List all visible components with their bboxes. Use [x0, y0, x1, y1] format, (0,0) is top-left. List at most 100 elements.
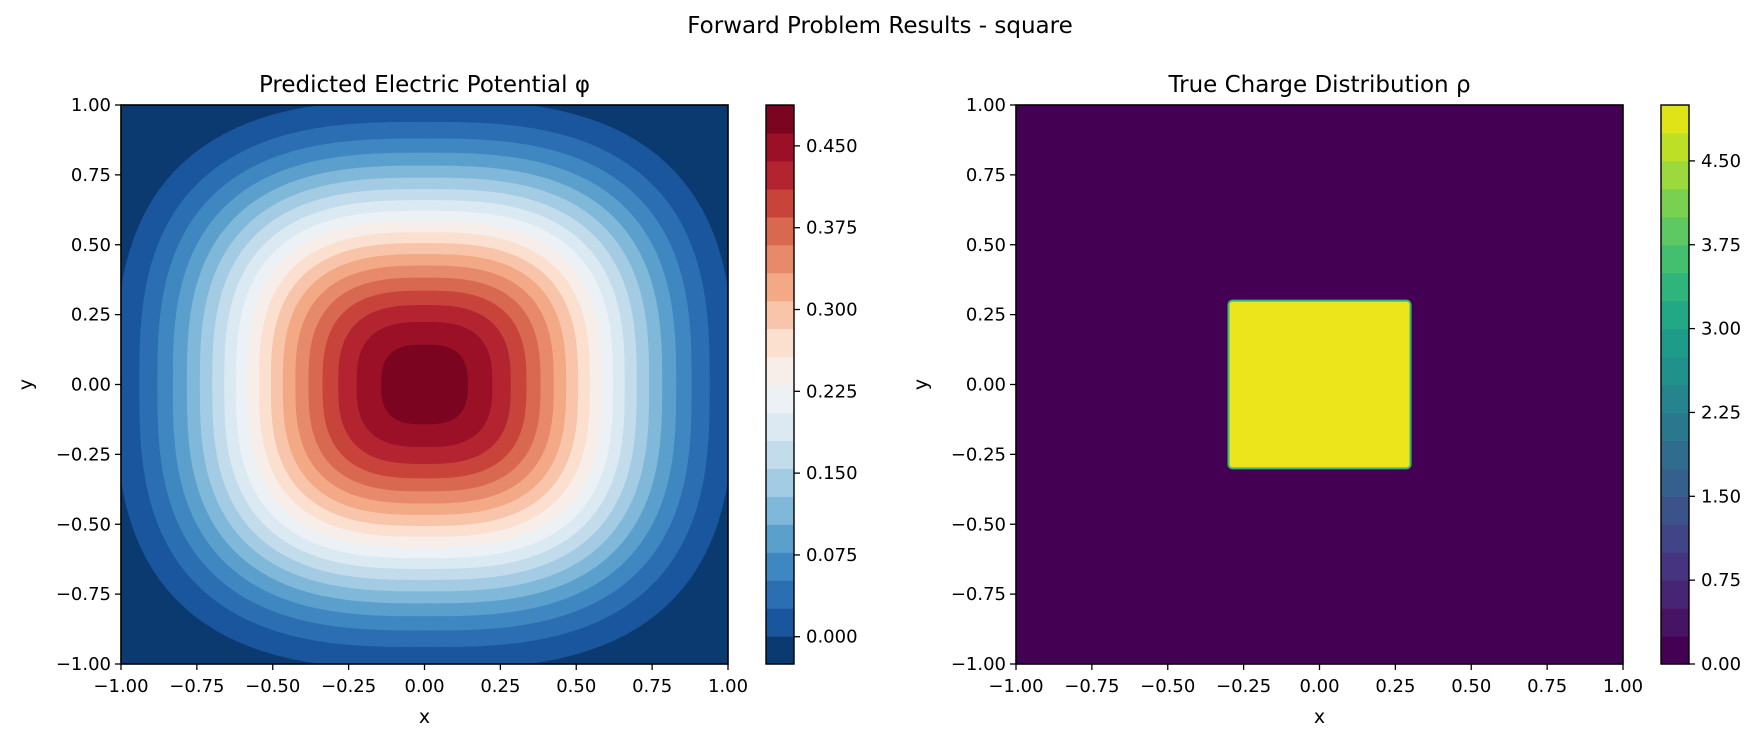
- x-tick-label: 0.75: [632, 676, 672, 697]
- colorbar-tick-label: 4.50: [1701, 151, 1741, 172]
- x-axis-label-potential: x: [419, 706, 430, 728]
- y-tick-label: −0.50: [56, 514, 111, 535]
- colorbar-tick-label: 3.75: [1701, 235, 1741, 256]
- colorbar-level-0: [1661, 636, 1689, 665]
- colorbar-frame-potential: [765, 104, 795, 665]
- y-tick-label: −0.75: [951, 584, 1006, 605]
- colorbar-level-3: [1661, 552, 1689, 581]
- colorbar-level-4: [766, 524, 794, 553]
- x-tick-label: −0.25: [1216, 676, 1271, 697]
- x-tick-label: 0.25: [480, 676, 520, 697]
- y-axis-ticks-potential: −1.00 −0.75 −0.50 −0.25 0.00 0.25 0.50 0.75 1.00: [56, 95, 121, 675]
- colorbar-level-14: [766, 244, 794, 274]
- colorbar-potential: [766, 105, 794, 665]
- colorbar-level-6: [766, 468, 794, 497]
- colorbar-level-10: [766, 356, 794, 386]
- x-tick-label: 1.00: [708, 676, 748, 697]
- chart-title-charge: True Charge Distribution ρ: [1167, 72, 1470, 98]
- y-tick-label: −0.25: [951, 444, 1006, 465]
- colorbar-level-4: [1661, 524, 1689, 553]
- y-tick-label: 0.50: [966, 235, 1006, 256]
- colorbar-level-2: [766, 580, 794, 609]
- colorbar-level-6: [1661, 468, 1689, 497]
- colorbar-tick-label: 0.75: [1701, 570, 1741, 591]
- colorbar-tick-label: 0.00: [1701, 654, 1741, 675]
- colorbar-level-11: [1661, 328, 1689, 358]
- colorbar-ticks-potential: 0.000 0.075 0.150 0.225 0.300 0.375 0.450: [794, 136, 858, 648]
- colorbar-charge: [1661, 105, 1689, 665]
- colorbar-level-8: [1661, 412, 1689, 441]
- colorbar-level-13: [1661, 272, 1689, 302]
- colorbar-tick-label: 0.000: [806, 627, 858, 648]
- x-tick-label: 0.50: [1451, 676, 1491, 697]
- colorbar-tick-label: 2.25: [1701, 402, 1741, 423]
- colorbar-level-17: [766, 160, 794, 190]
- y-tick-label: 0.25: [71, 305, 111, 326]
- x-axis-ticks-potential: −1.00 −0.75 −0.50 −0.25 0.00 0.25 0.50 0.75 1.00: [93, 664, 748, 697]
- colorbar-tick-label: 3.00: [1701, 319, 1741, 340]
- x-tick-label: 0.50: [556, 676, 596, 697]
- colorbar-tick-label: 1.50: [1701, 486, 1741, 507]
- colorbar-frame-charge: [1660, 104, 1690, 665]
- colorbar-level-16: [766, 188, 794, 218]
- y-tick-label: −0.50: [951, 514, 1006, 535]
- colorbar-level-16: [1661, 188, 1689, 218]
- contour-plot-potential: [121, 105, 728, 664]
- x-tick-label: −1.00: [988, 676, 1043, 697]
- x-tick-label: 0.00: [1299, 676, 1339, 697]
- colorbar-level-1: [766, 608, 794, 637]
- colorbar-level-15: [766, 216, 794, 246]
- colorbar-tick-label: 0.450: [806, 136, 858, 157]
- y-tick-label: 1.00: [71, 95, 111, 116]
- y-tick-label: 0.00: [71, 375, 111, 396]
- y-tick-label: 0.50: [71, 235, 111, 256]
- colorbar-ticks-charge: 0.00 0.75 1.50 2.25 3.00 3.75 4.50: [1689, 151, 1741, 675]
- colorbar-level-18: [1661, 132, 1689, 162]
- colorbar-level-13: [766, 272, 794, 302]
- colorbar-tick-label: 0.075: [806, 545, 858, 566]
- x-tick-label: −0.75: [1064, 676, 1119, 697]
- colorbar-level-10: [1661, 356, 1689, 386]
- x-tick-label: 0.75: [1527, 676, 1567, 697]
- y-tick-label: −1.00: [951, 654, 1006, 675]
- x-tick-label: −0.75: [169, 676, 224, 697]
- x-tick-label: 1.00: [1603, 676, 1643, 697]
- colorbar-level-9: [1661, 384, 1689, 414]
- y-tick-label: 0.75: [966, 165, 1006, 186]
- x-tick-label: 0.00: [404, 676, 444, 697]
- y-tick-label: 0.25: [966, 305, 1006, 326]
- y-axis-ticks-charge: −1.00 −0.75 −0.50 −0.25 0.00 0.25 0.50 0.75 1.00: [951, 95, 1016, 675]
- x-axis-label-charge: x: [1314, 706, 1325, 728]
- colorbar-level-2: [1661, 580, 1689, 609]
- colorbar-tick-label: 0.150: [806, 463, 858, 484]
- y-tick-label: −1.00: [56, 654, 111, 675]
- x-tick-label: −1.00: [93, 676, 148, 697]
- charge-square: [1227, 299, 1412, 470]
- colorbar-level-5: [1661, 496, 1689, 525]
- figure-suptitle: Forward Problem Results - square: [687, 13, 1072, 39]
- y-tick-label: 0.75: [71, 165, 111, 186]
- contour-plot-charge: [1016, 105, 1623, 664]
- chart-title-potential: Predicted Electric Potential φ: [259, 72, 590, 98]
- colorbar-level-12: [766, 300, 794, 330]
- colorbar-level-14: [1661, 244, 1689, 274]
- x-tick-label: −0.50: [245, 676, 300, 697]
- colorbar-level-0: [766, 636, 794, 665]
- colorbar-level-3: [766, 552, 794, 581]
- x-tick-label: −0.25: [321, 676, 376, 697]
- colorbar-level-17: [1661, 160, 1689, 190]
- x-tick-label: 0.25: [1375, 676, 1415, 697]
- panel-charge: True Charge Distribution ρ −1.00 −0.75 −0.…: [910, 72, 1741, 728]
- colorbar-level-8: [766, 412, 794, 441]
- y-tick-label: 1.00: [966, 95, 1006, 116]
- y-axis-label-charge: y: [910, 379, 932, 390]
- colorbar-level-11: [766, 328, 794, 358]
- colorbar-level-15: [1661, 216, 1689, 246]
- y-axis-label-potential: y: [15, 379, 37, 390]
- y-tick-label: −0.75: [56, 584, 111, 605]
- colorbar-tick-label: 0.300: [806, 300, 858, 321]
- colorbar-tick-label: 0.225: [806, 381, 858, 402]
- x-axis-ticks-charge: −1.00 −0.75 −0.50 −0.25 0.00 0.25 0.50 0.75 1.00: [988, 664, 1643, 697]
- colorbar-level-7: [766, 440, 794, 469]
